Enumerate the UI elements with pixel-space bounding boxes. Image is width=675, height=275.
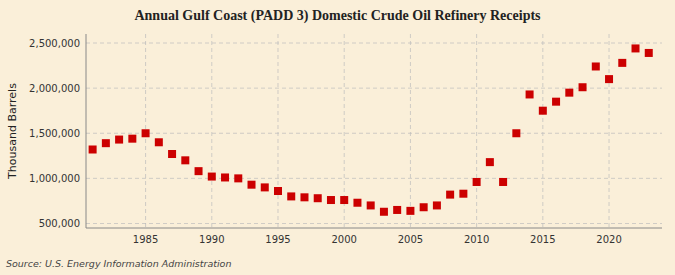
point: [353, 199, 361, 207]
point: [618, 59, 626, 67]
grid-line: [86, 223, 662, 224]
point: [380, 208, 388, 216]
point: [274, 187, 282, 195]
point: [579, 83, 587, 91]
background: [0, 0, 675, 275]
point: [155, 138, 163, 146]
point: [168, 150, 176, 158]
point: [327, 196, 335, 204]
point: [208, 173, 216, 181]
point: [248, 181, 256, 189]
x-tick-label: 2010: [464, 234, 489, 245]
grid-line: [609, 34, 610, 228]
title: Annual Gulf Coast (PADD 3) Domestic Crud…: [134, 8, 541, 24]
x-tick-label: 2015: [530, 234, 555, 245]
point: [128, 135, 136, 143]
x-tick-label: 1995: [265, 234, 290, 245]
chart-container: Annual Gulf Coast (PADD 3) Domestic Crud…: [0, 0, 675, 275]
point: [340, 196, 348, 204]
point: [234, 174, 242, 182]
grid-line: [278, 34, 279, 228]
point: [486, 158, 494, 166]
points: [89, 44, 653, 215]
chart-svg: Annual Gulf Coast (PADD 3) Domestic Crud…: [0, 0, 675, 275]
y-tick-label: 2,000,000: [29, 83, 80, 94]
point: [300, 193, 308, 201]
point: [181, 156, 189, 164]
point: [605, 75, 613, 83]
grid-line: [86, 88, 662, 89]
point: [406, 207, 414, 215]
point: [539, 107, 547, 115]
x-tick-label: 1990: [199, 234, 224, 245]
point: [89, 145, 97, 153]
point: [565, 89, 573, 97]
x-axis-line: [86, 228, 662, 229]
y-tick-label: 2,500,000: [29, 38, 80, 49]
point: [393, 206, 401, 214]
point: [261, 183, 269, 191]
x-tick-label: 2005: [398, 234, 423, 245]
point: [433, 201, 441, 209]
grid-line: [86, 133, 662, 134]
x-tick-label: 2000: [331, 234, 356, 245]
point: [592, 62, 600, 70]
point: [473, 178, 481, 186]
y-tick-label: 1,000,000: [29, 173, 80, 184]
point: [459, 190, 467, 198]
point: [115, 136, 123, 144]
x-tick-label: 2020: [596, 234, 621, 245]
point: [195, 167, 203, 175]
point: [446, 191, 454, 199]
point: [512, 129, 520, 137]
source-note: Source: U.S. Energy Information Administ…: [6, 258, 231, 269]
grid-line: [86, 178, 662, 179]
point: [314, 194, 322, 202]
point: [645, 49, 653, 57]
x-tick-label: 1985: [133, 234, 158, 245]
point: [526, 90, 534, 98]
grid-line: [86, 43, 662, 44]
y-axis-label: Thousand Barrels: [6, 83, 19, 180]
grid: [86, 34, 662, 228]
grid-line: [542, 34, 543, 228]
y-tick-label: 1,500,000: [29, 128, 80, 139]
point: [102, 139, 110, 147]
point: [287, 192, 295, 200]
point: [367, 201, 375, 209]
grid-line: [410, 34, 411, 228]
point: [221, 173, 229, 181]
axes: 500,000 1,000,000 1,500,000 2,000,000 2,500,…: [29, 34, 662, 245]
point: [142, 129, 150, 137]
grid-line: [211, 34, 212, 228]
point: [632, 44, 640, 52]
y-tick-label: 500,000: [39, 218, 80, 229]
point: [420, 203, 428, 211]
y-axis-line: [86, 34, 87, 228]
point: [499, 178, 507, 186]
grid-line: [476, 34, 477, 228]
point: [552, 98, 560, 106]
